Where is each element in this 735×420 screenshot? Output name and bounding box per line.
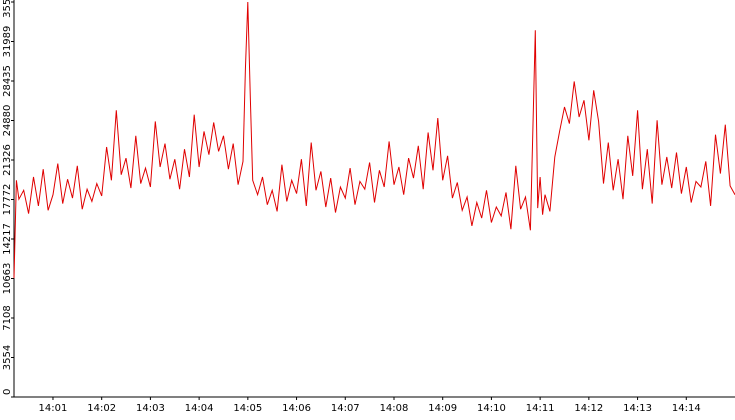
x-tick-label: 14:08 — [380, 403, 409, 414]
y-tick-label: 35544 — [2, 0, 13, 18]
x-tick-label: 14:12 — [574, 403, 603, 414]
y-axis: 0 3554 7108 10663 14217 17772 21326 24880 28435 3… — [2, 0, 15, 398]
x-tick-label: 14:06 — [282, 403, 311, 414]
x-tick-label: 14:13 — [623, 403, 652, 414]
series-group — [13, 1, 735, 279]
x-tick-label: 14:09 — [428, 403, 457, 414]
x-tick-label: 14:14 — [672, 403, 701, 414]
y-tick-label: 24880 — [2, 105, 13, 137]
x-tick-label: 14:02 — [87, 403, 116, 414]
x-axis: 14:01 14:02 14:03 14:04 14:05 14:06 14:07 14:08… — [14, 396, 735, 414]
x-tick-label: 14:11 — [526, 403, 555, 414]
y-tick-label: 31989 — [2, 26, 13, 58]
series-line-0 — [13, 1, 735, 279]
x-tick-label: 14:04 — [185, 403, 214, 414]
y-tick-label: 3554 — [2, 345, 13, 370]
x-tick-label: 14:03 — [136, 403, 165, 414]
y-tick-label: 17772 — [2, 184, 13, 216]
x-tick-label: 14:01 — [39, 403, 68, 414]
x-tick-label: 14:05 — [233, 403, 262, 414]
y-tick-label: 14217 — [2, 223, 13, 255]
y-tick-label: 28435 — [2, 65, 13, 97]
x-tick-label: 14:07 — [331, 403, 360, 414]
y-tick-label: 21326 — [2, 144, 13, 176]
y-tick-label: 0 — [2, 389, 13, 395]
y-tick-label: 7108 — [2, 305, 13, 330]
x-tick-label: 14:10 — [477, 403, 506, 414]
y-tick-label: 10663 — [2, 263, 13, 295]
